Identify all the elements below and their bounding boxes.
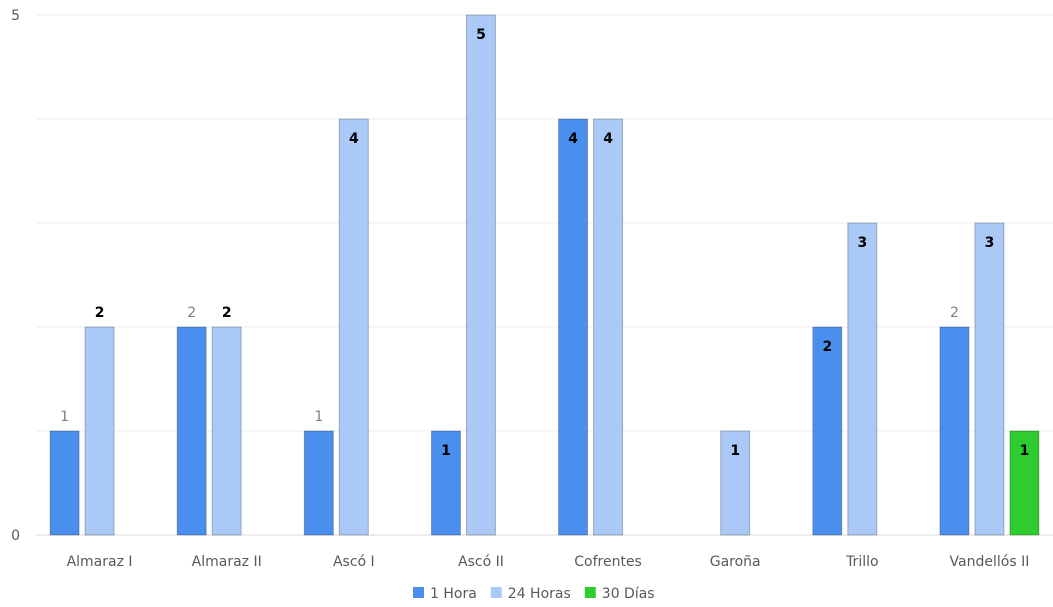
bar — [974, 222, 1005, 536]
x-tick-label: Cofrentes — [574, 554, 642, 570]
bar — [1009, 430, 1040, 536]
data-label: 4 — [603, 131, 613, 147]
bar — [812, 326, 843, 536]
bar — [847, 222, 878, 536]
y-tick-label: 5 — [11, 8, 20, 24]
y-tick-label: 0 — [11, 528, 20, 544]
bar — [939, 326, 970, 536]
data-label: 1 — [1020, 443, 1030, 459]
legend-entry: 1 Hora — [430, 586, 477, 602]
data-label: 1 — [314, 409, 323, 425]
bar — [338, 118, 369, 536]
legend-swatch — [584, 587, 596, 598]
data-label: 2 — [187, 305, 196, 321]
data-label: 2 — [950, 305, 959, 321]
data-label: 2 — [822, 339, 832, 355]
x-tick-label: Vandellós II — [950, 554, 1030, 570]
bar — [593, 118, 624, 536]
data-label: 5 — [476, 27, 486, 43]
data-label: 2 — [222, 305, 232, 321]
y-axis: 05 — [11, 8, 20, 544]
data-labels: 1 2 2 2 1 4 1 5 4 4 1 2 3 2 3 1 — [60, 27, 1029, 459]
data-label: 3 — [985, 235, 995, 251]
bar — [465, 14, 496, 536]
bar — [211, 326, 242, 536]
data-label: 1 — [441, 443, 451, 459]
data-label: 4 — [568, 131, 578, 147]
data-label: 4 — [349, 131, 359, 147]
bar — [558, 118, 589, 536]
bar — [303, 430, 334, 536]
x-tick-label: Ascó I — [333, 554, 375, 570]
bar — [176, 326, 207, 536]
legend-swatch — [490, 587, 502, 598]
data-label: 3 — [857, 235, 867, 251]
x-tick-label: Garoña — [710, 554, 761, 570]
x-tick-label: Almaraz I — [67, 554, 133, 570]
data-label: 2 — [95, 305, 105, 321]
data-label: 1 — [60, 409, 69, 425]
data-label: 1 — [730, 443, 740, 459]
x-axis: Almaraz I Almaraz II Ascó I Ascó II Cofrente… — [67, 554, 1030, 570]
legend-swatch — [413, 587, 424, 598]
x-tick-label: Ascó II — [458, 554, 504, 570]
bar — [84, 326, 115, 536]
bar — [720, 430, 751, 536]
bars — [49, 14, 1040, 536]
legend: 1 Hora 24 Horas 30 Días — [413, 586, 655, 602]
x-tick-label: Almaraz II — [192, 554, 262, 570]
legend-entry: 24 Horas — [508, 586, 571, 602]
legend-entry: 30 Días — [602, 586, 655, 602]
x-tick-label: Trillo — [845, 554, 878, 570]
bar — [49, 430, 80, 536]
bar — [430, 430, 461, 536]
